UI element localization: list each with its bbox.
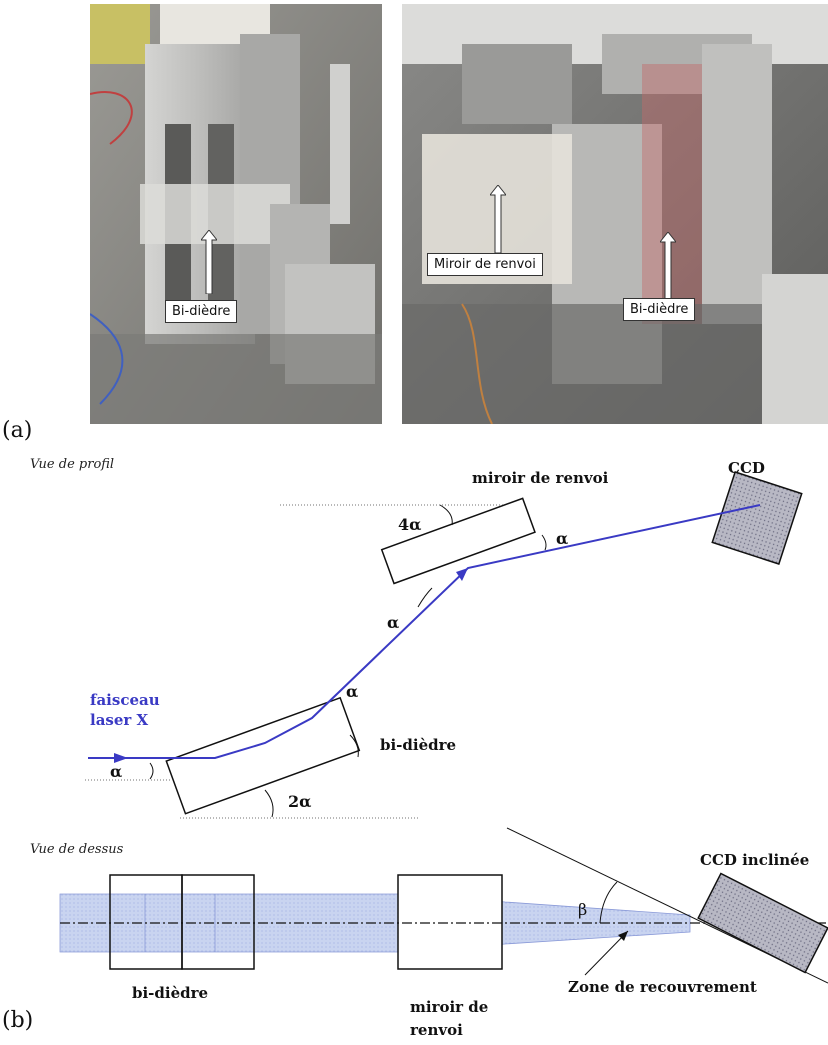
angle-arc-5 [439, 504, 453, 526]
alpha-label-4: α [556, 529, 568, 548]
callout-miroir: Miroir de renvoi [427, 253, 543, 276]
alpha-label-1: α [110, 762, 122, 781]
bidiedre-prism [165, 696, 361, 815]
top-mirror-label-2: renvoi [410, 1021, 463, 1039]
overlap-pointer [584, 930, 629, 976]
angle-arc-2 [349, 734, 359, 758]
ccd-sensor [711, 471, 803, 565]
top-view-title: Vue de dessus [30, 842, 124, 857]
laser-beam-path [88, 504, 761, 759]
angle-arc-3 [417, 587, 433, 608]
four-alpha-label: 4α [398, 515, 421, 534]
top-ccd-sensor [697, 872, 828, 974]
beam-arrow-1 [114, 753, 128, 763]
top-ccd-label: CCD inclinée [700, 851, 809, 869]
callout-bidiedre-left: Bi-dièdre [165, 300, 238, 323]
beta-arc [599, 881, 618, 924]
arrow-right-photo-1 [488, 184, 508, 254]
angle-arc-4 [541, 534, 547, 551]
arrow-left-photo [199, 229, 219, 295]
top-bidiedre-label: bi-dièdre [132, 984, 208, 1002]
optical-diagram: Vue de profil faisceau laser X bi-dièdre… [30, 457, 828, 1039]
profile-mirror-label: miroir de renvoi [472, 469, 609, 487]
beta-label: β [578, 900, 587, 919]
top-bidiedre-half-2 [181, 874, 255, 970]
alpha-label-2: α [346, 682, 358, 701]
photo-left [90, 4, 382, 424]
alpha-label-3: α [387, 613, 399, 632]
relay-mirror [380, 497, 536, 585]
callout-bidiedre-right: Bi-dièdre [623, 298, 696, 321]
overlap-label: Zone de recouvrement [568, 978, 757, 996]
top-mirror-label-1: miroir de [410, 998, 488, 1016]
beam-label-line-2: laser X [90, 711, 149, 729]
top-mirror-box [397, 874, 503, 970]
photo-right [402, 4, 828, 424]
panel-label-a: (a) [2, 418, 33, 443]
beam-label-line-1: faisceau [90, 691, 160, 709]
profile-view-title: Vue de profil [30, 457, 114, 472]
beam-arrow-2 [456, 568, 468, 581]
overlap-arrowhead [618, 931, 628, 941]
arrow-right-photo-2 [658, 231, 678, 301]
photo-right-illustration [402, 4, 828, 424]
panel-label-b: (b) [2, 1008, 34, 1033]
photo-left-illustration [90, 4, 382, 424]
angle-arc-6 [264, 789, 274, 818]
profile-bidiedre-label: bi-dièdre [380, 736, 456, 754]
two-alpha-label: 2α [288, 792, 311, 811]
profile-ccd-label: CCD [728, 459, 765, 477]
angle-arc-1 [149, 762, 154, 780]
